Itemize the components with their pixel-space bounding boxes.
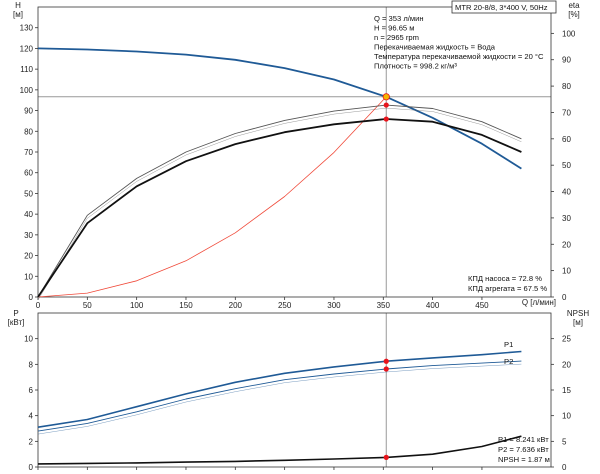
top-y2-tick-label: 50 (562, 161, 571, 170)
top-series-eta-pump-shadow (37, 107, 522, 301)
bottom-y-tick-label: 6 (29, 386, 34, 395)
top-left-unit-line2: [м] (13, 10, 23, 19)
bottom-series (37, 350, 522, 465)
p1-series-label: P1 (504, 340, 513, 349)
p2-series-label: P2 (504, 357, 513, 366)
top-y2-tick-label: 60 (562, 135, 571, 144)
info-line-p2: P2 = 7.636 кВт (498, 445, 549, 454)
top-y-tick-label: 70 (24, 148, 33, 157)
top-y-tick-label: 10 (24, 272, 33, 281)
top-grid (38, 7, 551, 297)
info-line-flow: Q = 353 л/мин (374, 14, 424, 23)
top-y2-tick-label: 0 (562, 293, 567, 302)
bottom-y-tick-label: 0 (29, 463, 34, 472)
bottom-series-p2 (37, 360, 522, 432)
bottom-series-p2-shadow (37, 363, 522, 435)
bottom-plot-frame (37, 312, 552, 468)
bottom-point-p1-point (383, 358, 389, 364)
info-line-p1: P1 = 8.241 кВт (498, 435, 549, 444)
bottom-info-block: P1 = 8.241 кВт P2 = 7.636 кВт NPSH = 1.8… (498, 435, 550, 464)
top-x-tick-label: 250 (278, 301, 292, 310)
bottom-y2-tick-label: 10 (562, 412, 571, 421)
bottom-ticks: 0 2 4 6 8 10 0 5 10 15 20 25 (24, 335, 571, 472)
bottom-y2-tick-label: 5 (562, 437, 567, 446)
info-line-liquid: Перекачиваемая жидкость = Вода (374, 43, 496, 52)
bottom-y2-tick-label: 25 (562, 335, 571, 344)
eta-pump-line: КПД насоса = 72.8 % (468, 274, 542, 283)
bottom-y2-tick-label: 0 (562, 463, 567, 472)
top-y2-tick-label: 100 (562, 29, 576, 38)
top-x-tick-label: 300 (327, 301, 341, 310)
top-right-unit-line2: [%] (568, 10, 580, 19)
top-right-unit-line1: eta (568, 1, 580, 10)
top-left-unit-line1: H (15, 1, 21, 10)
top-y2-tick-label: 10 (562, 267, 571, 276)
top-series-eta-pump (37, 104, 522, 298)
bottom-left-unit-line1: P (13, 309, 18, 318)
top-ticks: 0 50 100 150 200 250 300 350 400 4500102030405060… (20, 24, 576, 310)
bottom-plot: P [кВт] NPSH [м] 0 2 4 6 8 10 0 5 10 15 20 25 P1 P2… (8, 309, 590, 472)
top-y-tick-label: 40 (24, 210, 33, 219)
info-line-density: Плотность = 998.2 кг/м³ (374, 62, 457, 71)
top-x-tick-label: 100 (130, 301, 144, 310)
top-points (382, 93, 390, 122)
top-x-tick-label: 350 (377, 301, 391, 310)
top-y-tick-label: 110 (20, 65, 33, 74)
top-y-tick-label: 100 (20, 86, 34, 95)
top-x-tick-label: 0 (36, 301, 41, 310)
bottom-point-p2-point (383, 366, 389, 372)
top-y2-tick-label: 20 (562, 240, 571, 249)
top-y-tick-label: 120 (20, 44, 34, 53)
top-y2-tick-label: 70 (562, 108, 571, 117)
top-y2-tick-label: 80 (562, 82, 571, 91)
top-point-eta-pump-point (383, 102, 389, 108)
top-efficiency-block: КПД насоса = 72.8 % КПД агрегата = 67.5 … (468, 274, 547, 293)
bottom-points (383, 358, 389, 461)
top-y2-tick-label: 90 (562, 56, 571, 65)
top-x-tick-label: 200 (229, 301, 243, 310)
info-line-speed: n = 2965 rpm (374, 33, 419, 42)
bottom-y-tick-label: 10 (24, 335, 33, 344)
bottom-series-p1 (37, 350, 522, 428)
top-x-tick-label: 450 (475, 301, 489, 310)
top-y-tick-label: 90 (24, 107, 33, 116)
bottom-left-unit-line2: [кВт] (8, 318, 25, 327)
top-point-duty-point (382, 93, 390, 101)
bottom-right-unit-line2: [м] (573, 318, 583, 327)
bottom-right-unit-line1: NPSH (567, 309, 589, 318)
top-y-tick-label: 50 (24, 189, 33, 198)
top-plot: MTR 20-8/8, 3*400 V, 50Hz H [м] eta [%] … (13, 0, 580, 310)
top-point-eta-total-point (383, 116, 389, 122)
top-x-unit: Q [л/мин] (522, 298, 556, 307)
top-x-tick-label: 50 (83, 301, 92, 310)
pump-label: MTR 20-8/8, 3*400 V, 50Hz (455, 3, 548, 12)
top-y-tick-label: 80 (24, 127, 33, 136)
eta-total-line: КПД агрегата = 67.5 % (468, 284, 547, 293)
top-y2-tick-label: 40 (562, 188, 571, 197)
top-y-tick-label: 130 (20, 24, 34, 33)
top-y-tick-label: 30 (24, 231, 33, 240)
top-y2-tick-label: 30 (562, 214, 571, 223)
bottom-y2-tick-label: 20 (562, 360, 571, 369)
bottom-point-npsh-point (383, 454, 389, 461)
top-series-eta-total (37, 118, 522, 298)
top-x-tick-label: 150 (179, 301, 193, 310)
bottom-y-tick-label: 4 (29, 412, 34, 421)
info-line-head: H = 96.65 м (374, 24, 414, 33)
top-series (37, 47, 522, 301)
bottom-series-npsh (37, 435, 522, 465)
top-y-tick-label: 20 (24, 252, 33, 261)
bottom-y2-tick-label: 15 (562, 386, 571, 395)
top-y-tick-label: 60 (24, 169, 33, 178)
bottom-y-tick-label: 2 (29, 437, 34, 446)
top-x-tick-label: 400 (426, 301, 440, 310)
info-line-npsh: NPSH = 1.87 м (498, 455, 550, 464)
top-info-block: Q = 353 л/мин H = 96.65 м n = 2965 rpm П… (374, 14, 544, 71)
info-line-temperature: Температура перекачиваемой жидкости = 20… (374, 52, 544, 61)
pump-label-box (451, 0, 557, 14)
bottom-y-tick-label: 8 (29, 360, 34, 369)
top-y-tick-label: 0 (29, 293, 34, 302)
top-series-system-curve (37, 96, 387, 298)
